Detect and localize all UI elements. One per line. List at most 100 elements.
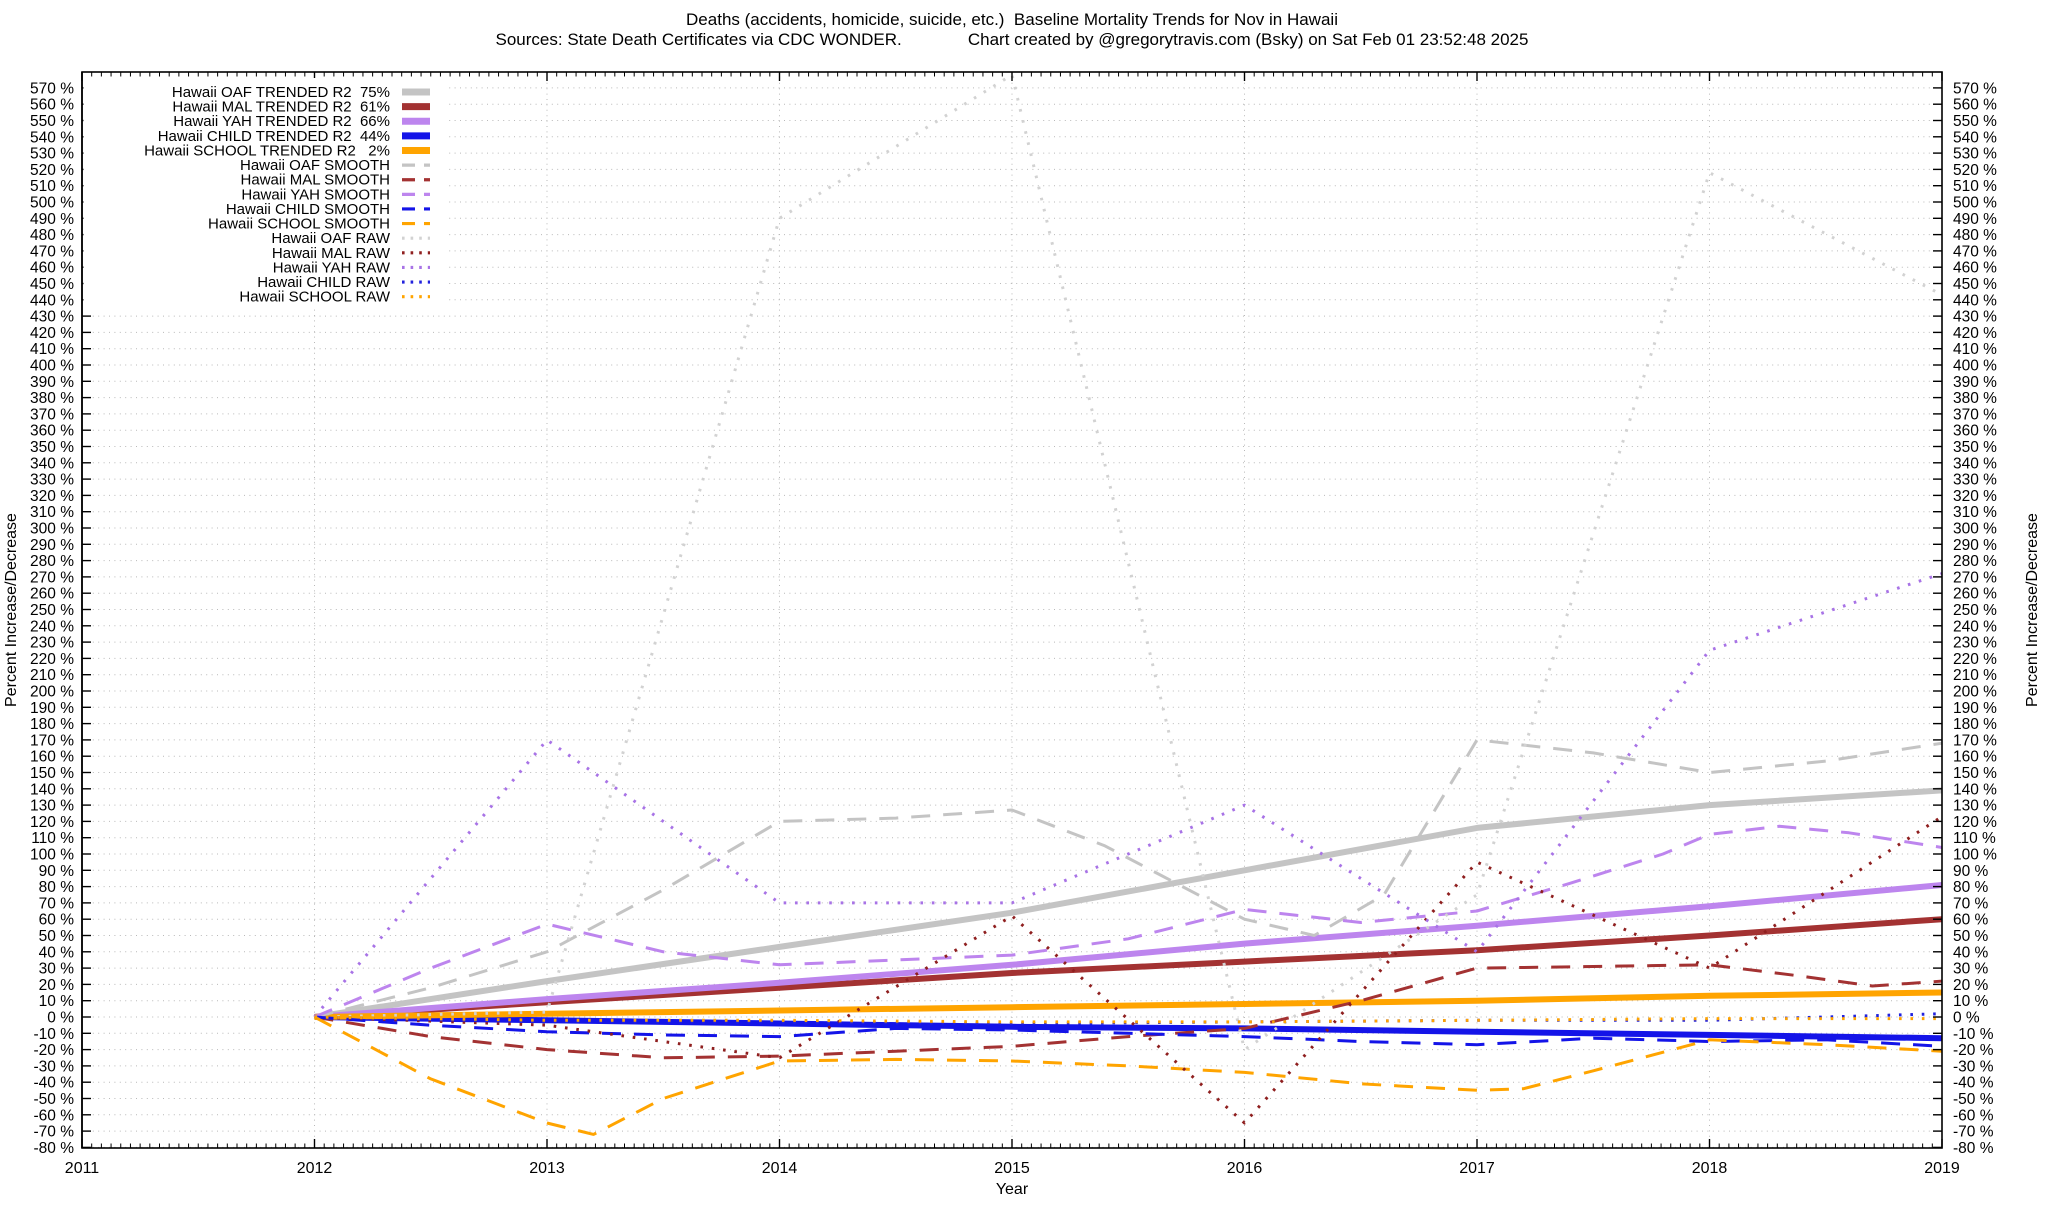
y-tick-label-right: 20 %	[1953, 977, 1989, 994]
y-tick-label-right: 560 %	[1953, 97, 1997, 114]
series-line-hawaii-yah-trended-r2-66	[314, 882, 1942, 1020]
y-tick-label-right: 280 %	[1953, 553, 1997, 570]
y-tick-label-right: 10 %	[1953, 993, 1989, 1010]
y-tick-label-right: 460 %	[1953, 260, 1997, 277]
legend-item-label: Hawaii SCHOOL SMOOTH	[208, 216, 390, 233]
y-tick-label-right: -50 %	[1953, 1091, 1994, 1108]
y-tick-label-right: 310 %	[1953, 504, 1997, 521]
legend-item: Hawaii MAL TRENDED R2 61%	[172, 99, 430, 116]
x-tick-label: 2016	[1227, 1160, 1263, 1177]
y-tick-label-left: 420 %	[30, 325, 74, 342]
y-tick-label-right: -20 %	[1953, 1042, 1994, 1059]
y-tick-label-left: 150 %	[30, 765, 74, 782]
y-tick-label-right: 0 %	[1953, 1010, 1980, 1027]
chart-subtitle: Sources: State Death Certificates via CD…	[496, 30, 1529, 49]
y-axis-title-right: Percent Increase/Decrease	[2024, 513, 2041, 707]
y-tick-label-left: 350 %	[30, 439, 74, 456]
series-line-hawaii-mal-trended-r2-61	[314, 916, 1942, 1020]
legend-item-label: Hawaii YAH TRENDED R2 66%	[173, 113, 390, 130]
y-tick-label-left: 80 %	[39, 879, 75, 896]
y-tick-label-right: 400 %	[1953, 358, 1997, 375]
y-tick-label-left: 530 %	[30, 146, 74, 163]
y-tick-label-right: 250 %	[1953, 602, 1997, 619]
legend-item: Hawaii OAF SMOOTH	[240, 157, 430, 174]
legend-item-label: Hawaii OAF SMOOTH	[240, 157, 390, 174]
y-tick-label-left: 180 %	[30, 716, 74, 733]
y-tick-label-left: 440 %	[30, 292, 74, 309]
legend: Hawaii OAF TRENDED R2 75%Hawaii MAL TREN…	[81, 72, 446, 1148]
y-tick-label-right: -70 %	[1953, 1124, 1994, 1141]
y-tick-label-left: 330 %	[30, 472, 74, 489]
y-tick-label-right: 320 %	[1953, 488, 1997, 505]
legend-item: Hawaii CHILD RAW	[257, 274, 430, 291]
y-tick-label-left: -80 %	[34, 1140, 75, 1157]
y-tick-label-left: -70 %	[34, 1124, 75, 1141]
y-tick-label-left: 240 %	[30, 618, 74, 635]
y-tick-label-left: 410 %	[30, 341, 74, 358]
legend-item-label: Hawaii CHILD RAW	[257, 274, 391, 291]
y-tick-label-right: 410 %	[1953, 341, 1997, 358]
y-tick-label-left: 300 %	[30, 521, 74, 538]
grid-lines	[82, 72, 1942, 1148]
y-tick-label-left: 280 %	[30, 553, 74, 570]
axes: -80 % -80 %-70 % -70 %-60 % -60 %-50 % -50 %…	[30, 71, 1997, 1177]
y-tick-label-left: -50 %	[34, 1091, 75, 1108]
x-tick-label: 2017	[1459, 1160, 1495, 1177]
series-line-hawaii-oaf-trended-r2-75	[314, 787, 1942, 1020]
y-tick-label-right: 390 %	[1953, 374, 1997, 391]
legend-item: Hawaii MAL RAW	[272, 245, 430, 262]
y-tick-label-right: 300 %	[1953, 521, 1997, 538]
y-tick-label-left: -30 %	[34, 1058, 75, 1075]
y-tick-label-left: 170 %	[30, 732, 74, 749]
series-line-hawaii-child-trended-r2-44	[314, 1014, 1942, 1042]
y-tick-label-right: 490 %	[1953, 211, 1997, 228]
series-line-hawaii-school-smooth	[313, 1015, 1942, 1136]
y-tick-label-right: 120 %	[1953, 814, 1997, 831]
y-tick-label-right: 70 %	[1953, 895, 1989, 912]
y-tick-label-left: 480 %	[30, 227, 74, 244]
y-tick-label-left: 400 %	[30, 358, 74, 375]
y-tick-label-right: 220 %	[1953, 651, 1997, 668]
y-tick-label-right: 160 %	[1953, 749, 1997, 766]
y-tick-label-right: -30 %	[1953, 1058, 1994, 1075]
y-tick-label-left: 160 %	[30, 749, 74, 766]
y-tick-label-left: 340 %	[30, 455, 74, 472]
y-axis-title-left: Percent Increase/Decrease	[3, 513, 20, 707]
y-tick-label-left: 210 %	[30, 667, 74, 684]
data-series	[313, 73, 1942, 1136]
y-tick-label-left: 20 %	[39, 977, 75, 994]
y-tick-label-left: 230 %	[30, 635, 74, 652]
y-tick-label-left: 40 %	[39, 944, 75, 961]
y-tick-label-right: 420 %	[1953, 325, 1997, 342]
x-tick-label: 2012	[297, 1160, 333, 1177]
y-tick-label-right: 240 %	[1953, 618, 1997, 635]
y-tick-label-right: 50 %	[1953, 928, 1989, 945]
y-tick-label-left: -10 %	[34, 1026, 75, 1043]
y-tick-label-right: -40 %	[1953, 1075, 1994, 1092]
series-line-hawaii-oaf-raw	[314, 73, 1942, 1052]
x-tick-label: 2015	[994, 1160, 1030, 1177]
y-tick-label-left: 130 %	[30, 798, 74, 815]
legend-item: Hawaii YAH TRENDED R2 66%	[173, 113, 430, 130]
y-tick-label-right: 80 %	[1953, 879, 1989, 896]
y-tick-label-left: 110 %	[31, 830, 74, 847]
y-tick-label-right: 60 %	[1953, 912, 1989, 929]
series-line-hawaii-yah-raw	[313, 572, 1942, 1018]
y-tick-label-right: 440 %	[1953, 292, 1997, 309]
legend-item-label: Hawaii SCHOOL RAW	[239, 289, 390, 306]
series-line-hawaii-mal-smooth	[314, 963, 1942, 1060]
y-tick-label-left: 190 %	[30, 700, 74, 717]
y-tick-label-left: -20 %	[34, 1042, 75, 1059]
legend-item: Hawaii YAH RAW	[273, 259, 430, 276]
y-tick-label-right: -10 %	[1953, 1026, 1994, 1043]
y-tick-label-right: -60 %	[1953, 1107, 1994, 1124]
y-tick-label-right: 230 %	[1953, 635, 1997, 652]
y-tick-label-right: 180 %	[1953, 716, 1997, 733]
legend-item: Hawaii CHILD SMOOTH	[226, 201, 430, 218]
y-tick-label-right: -80 %	[1953, 1140, 1994, 1157]
y-tick-label-left: 380 %	[30, 390, 74, 407]
chart-title: Deaths (accidents, homicide, suicide, et…	[686, 10, 1338, 29]
legend-item: Hawaii SCHOOL RAW	[239, 289, 430, 306]
y-tick-label-left: 470 %	[30, 243, 74, 260]
